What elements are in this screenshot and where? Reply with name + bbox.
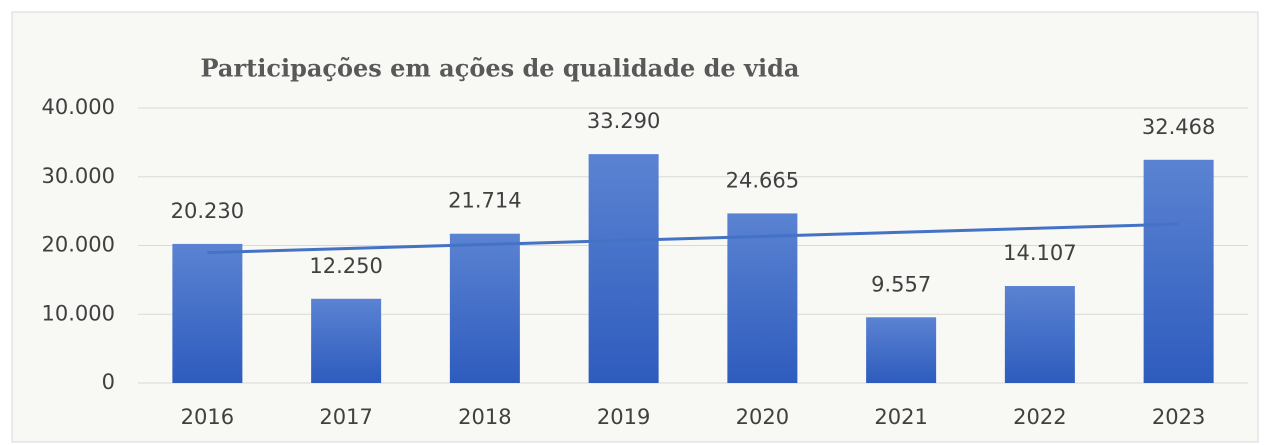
bar <box>1143 159 1214 383</box>
value-label: 14.107 <box>1003 241 1076 265</box>
bar <box>172 243 243 383</box>
value-label: 33.290 <box>587 109 660 133</box>
value-label: 9.557 <box>871 272 931 296</box>
bar <box>1004 286 1075 383</box>
x-tick-label: 2022 <box>1013 405 1066 429</box>
y-tick-label: 0 <box>102 370 115 394</box>
bar <box>449 233 520 383</box>
x-tick-label: 2023 <box>1152 405 1205 429</box>
x-tick-label: 2017 <box>319 405 372 429</box>
x-tick-label: 2020 <box>736 405 789 429</box>
chart-title: Participações em ações de qualidade de v… <box>201 54 800 83</box>
y-tick-label: 10.000 <box>42 301 115 325</box>
value-label: 20.230 <box>171 199 244 223</box>
x-tick-label: 2018 <box>458 405 511 429</box>
y-tick-label: 40.000 <box>42 95 115 119</box>
value-label: 32.468 <box>1142 115 1215 139</box>
x-tick-label: 2019 <box>597 405 650 429</box>
x-tick-label: 2021 <box>874 405 927 429</box>
y-tick-label: 20.000 <box>42 233 115 257</box>
x-tick-label: 2016 <box>181 405 234 429</box>
bar <box>866 317 937 383</box>
value-label: 24.665 <box>726 168 799 192</box>
trendline <box>207 222 1179 255</box>
bar <box>311 298 382 383</box>
bar <box>588 154 659 383</box>
y-tick-label: 30.000 <box>42 164 115 188</box>
bar <box>727 213 798 383</box>
value-label: 12.250 <box>309 254 382 278</box>
value-label: 21.714 <box>448 189 521 213</box>
